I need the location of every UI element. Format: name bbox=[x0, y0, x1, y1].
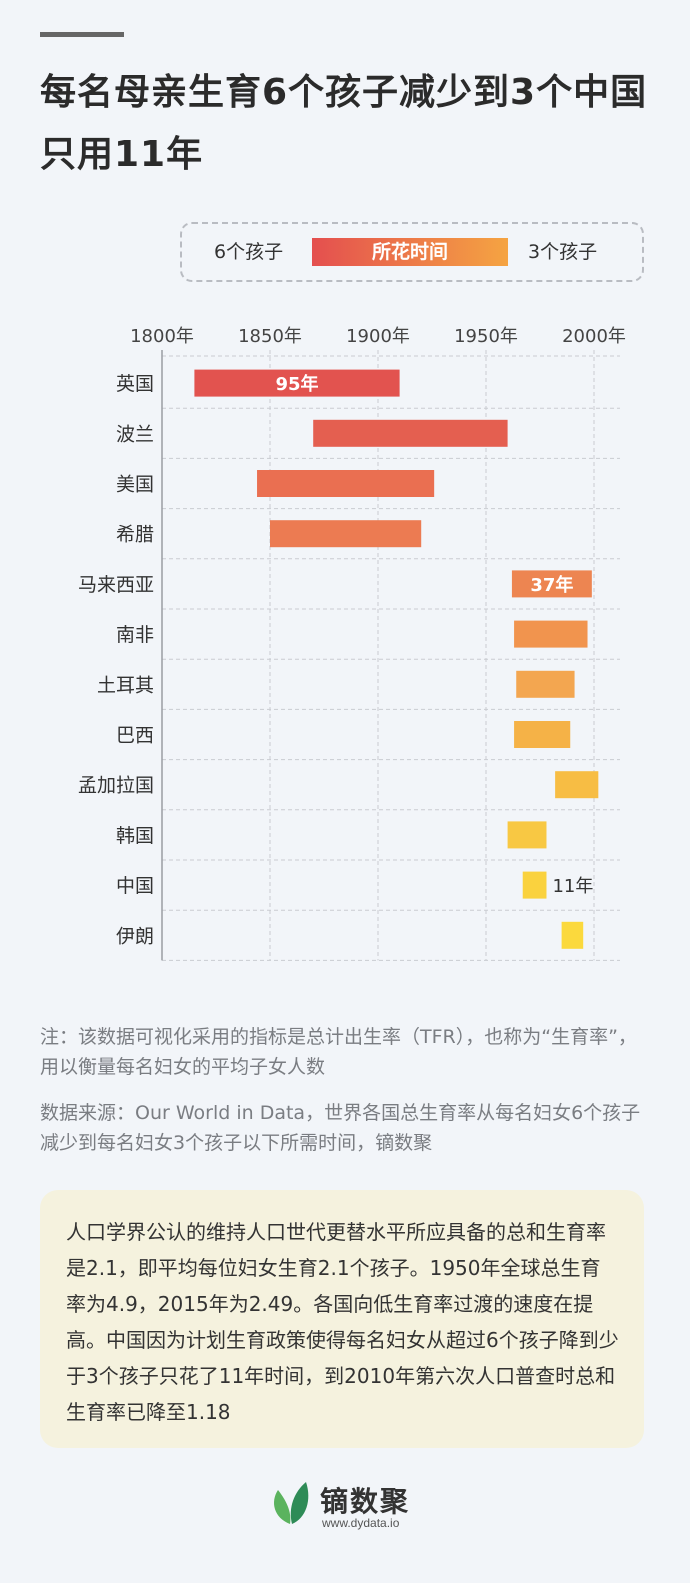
range-bar bbox=[522, 871, 547, 899]
category-label: 孟加拉国 bbox=[78, 775, 154, 797]
title-accent-bar bbox=[40, 32, 124, 37]
leaf-logo-icon bbox=[274, 1482, 309, 1524]
category-label: 英国 bbox=[116, 373, 154, 395]
category-label: 南非 bbox=[116, 624, 154, 646]
category-label: 波兰 bbox=[116, 423, 154, 445]
category-label: 马来西亚 bbox=[78, 574, 154, 596]
range-bar bbox=[561, 921, 584, 949]
chart-note: 注：该数据可视化采用的指标是总计出生率（TFR），也称为“生育率”，用以衡量每名… bbox=[40, 1026, 637, 1078]
page-title: 每名母亲生育6个孩子减少到3个中国只用11年 bbox=[40, 72, 648, 175]
info-box: 人口学界公认的维持人口世代更替水平所应具备的总和生育率是2.1，即平均每位妇女生… bbox=[40, 1190, 644, 1448]
range-bar bbox=[257, 470, 435, 497]
x-tick-label: 2000年 bbox=[562, 326, 626, 347]
category-label: 土耳其 bbox=[97, 674, 154, 696]
category-label: 伊朗 bbox=[116, 925, 154, 947]
brand-url: www.dydata.io bbox=[322, 1516, 400, 1530]
x-tick-label: 1950年 bbox=[454, 326, 518, 347]
range-bar bbox=[507, 821, 547, 849]
range-bar bbox=[511, 570, 592, 598]
x-tick-label: 1800年 bbox=[130, 326, 194, 347]
x-tick-label: 1850年 bbox=[238, 326, 302, 347]
legend-gradient-bar: 所花时间 bbox=[312, 238, 508, 266]
x-tick-label: 1900年 bbox=[346, 326, 410, 347]
category-label: 中国 bbox=[116, 875, 154, 897]
brand-logo: 镝数聚 www.dydata.io bbox=[268, 1478, 428, 1538]
range-bar bbox=[270, 520, 422, 548]
category-label: 巴西 bbox=[116, 725, 154, 747]
range-bar bbox=[516, 670, 575, 698]
bar-data-label: 37年 bbox=[530, 574, 573, 596]
range-bar bbox=[313, 419, 508, 447]
range-bar bbox=[555, 771, 599, 799]
range-bar bbox=[514, 620, 588, 648]
legend-start-label: 6个孩子 bbox=[214, 241, 284, 263]
brand-name: 镝数聚 bbox=[320, 1485, 411, 1518]
legend-end-label: 3个孩子 bbox=[528, 241, 598, 263]
bar-data-label: 11年 bbox=[552, 876, 593, 897]
legend: 6个孩子 所花时间 3个孩子 bbox=[180, 222, 644, 282]
range-bar bbox=[194, 369, 400, 397]
range-bar bbox=[514, 721, 571, 748]
category-label: 美国 bbox=[116, 474, 154, 496]
data-source: 数据来源：Our World in Data，世界各国总生育率从每名妇女6个孩子… bbox=[40, 1102, 641, 1154]
category-label: 韩国 bbox=[116, 825, 154, 847]
category-label: 希腊 bbox=[116, 524, 154, 546]
bar-data-label: 95年 bbox=[275, 373, 318, 395]
